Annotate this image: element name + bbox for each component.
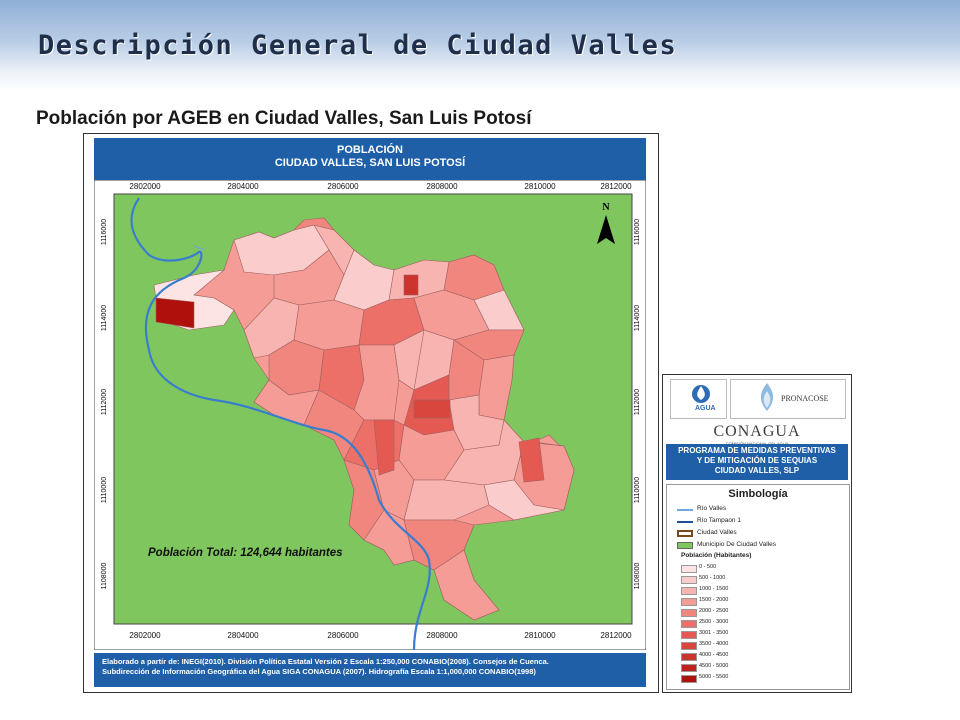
population-swatch	[681, 598, 697, 606]
map-header-line2: CIUDAD VALLES, SAN LUIS POTOSÍ	[274, 157, 466, 169]
y-tick-left: 1110000	[101, 477, 108, 503]
population-class-label: 3001 - 3500	[699, 630, 729, 636]
pronacose-text: PRONACOSE	[781, 394, 829, 403]
footer-line2: Subdirección de Información Geográfica d…	[102, 667, 536, 676]
y-tick-right: 1116000	[634, 219, 641, 245]
map-header: POBLACIÓN CIUDAD VALLES, SAN LUIS POTOSÍ	[94, 138, 646, 180]
population-swatch	[681, 620, 697, 628]
svg-text:N: N	[602, 202, 610, 213]
map-header-line1: POBLACIÓN	[337, 144, 403, 156]
conagua-logo-text: CONAGUA	[713, 423, 801, 440]
x-tick-top: 2808000	[426, 182, 458, 191]
population-class-label: 4000 - 4500	[699, 652, 729, 658]
footer-line1: Elaborado a partir de: INEGI(2010). Divi…	[102, 657, 549, 666]
x-tick-bottom: 2808000	[426, 631, 458, 640]
population-swatch	[681, 675, 697, 683]
logo-row: AGUA PRONACOSE	[668, 379, 846, 419]
legend-panel: AGUA PRONACOSE CONAGUA COMISIÓN NACIONAL…	[662, 374, 852, 693]
simbologia-title: Simbología	[728, 488, 788, 500]
program-title: PROGRAMA DE MEDIDAS PREVENTIVAS Y DE MIT…	[666, 444, 848, 480]
map-svg: 2802000 2804000 2806000 2808000 2810000 …	[93, 179, 647, 651]
x-tick-top: 2806000	[327, 182, 359, 191]
x-tick-bottom: 2810000	[524, 631, 556, 640]
x-tick-bottom: 2802000	[129, 631, 161, 640]
y-tick-right: 1112000	[634, 389, 641, 415]
y-tick-left: 1108000	[101, 563, 108, 590]
population-swatch	[681, 587, 697, 595]
population-class-label: 1000 - 1500	[699, 586, 729, 592]
simbologia-box: Simbología Río Valles Río Tampaon 1 Ciud…	[666, 484, 850, 690]
population-swatch	[681, 631, 697, 639]
population-heading: Población (Habitantes)	[681, 552, 752, 559]
y-tick-right: 1108000	[634, 563, 641, 590]
population-swatch	[681, 565, 697, 573]
y-tick-left: 1114000	[101, 305, 108, 331]
population-class-label: 3500 - 4000	[699, 641, 729, 647]
population-swatch	[681, 653, 697, 661]
title-banner	[0, 0, 960, 92]
map-footer: Elaborado a partir de: INEGI(2010). Divi…	[94, 653, 646, 687]
map-panel: POBLACIÓN CIUDAD VALLES, SAN LUIS POTOSÍ…	[83, 133, 659, 693]
slide-title: Descripción General de Ciudad Valles	[38, 30, 678, 61]
north-arrow: N	[597, 202, 615, 244]
population-class-label: 0 - 500	[699, 564, 717, 570]
y-tick-left: 1116000	[101, 219, 108, 245]
population-class-label: 1500 - 2000	[699, 597, 729, 603]
x-tick-top: 2810000	[524, 182, 556, 191]
population-total-label: Población Total: 124,644 habitantes	[148, 547, 343, 559]
y-tick-left: 1112000	[101, 389, 108, 415]
population-swatch	[681, 576, 697, 584]
river-line-icon	[677, 521, 693, 523]
rio-tributary	[193, 245, 205, 251]
x-tick-top: 2802000	[129, 182, 161, 191]
municipio-fill-icon	[677, 542, 693, 549]
population-swatch	[681, 609, 697, 617]
program-line1: PROGRAMA DE MEDIDAS PREVENTIVAS	[678, 446, 836, 455]
program-line2: Y DE MITIGACIÓN DE SEQUIAS	[696, 456, 818, 465]
city-outline-icon	[677, 530, 693, 537]
population-class-label: 2500 - 3000	[699, 619, 729, 625]
y-tick-right: 1110000	[634, 477, 641, 503]
river-line-icon	[677, 509, 693, 511]
y-tick-right: 1114000	[634, 305, 641, 331]
x-tick-bottom: 2804000	[227, 631, 259, 640]
x-tick-top: 2812000	[600, 182, 632, 191]
pronacose-logo: PRONACOSE	[730, 379, 846, 419]
map-area: 2802000 2804000 2806000 2808000 2810000 …	[93, 179, 647, 651]
agua-logo: AGUA	[670, 379, 727, 419]
population-class-label: 5000 - 5500	[699, 674, 729, 680]
svg-text:AGUA: AGUA	[695, 405, 716, 412]
population-class-label: 4500 - 5000	[699, 663, 729, 669]
conagua-subtitle: COMISIÓN NACIONAL DEL AGUA	[668, 441, 846, 446]
x-tick-top: 2804000	[227, 182, 259, 191]
slide-subtitle: Población por AGEB en Ciudad Valles, San…	[36, 108, 532, 129]
city-agebs	[153, 217, 575, 621]
population-class-label: 2000 - 2500	[699, 608, 729, 614]
population-class-label: 500 - 1000	[699, 575, 726, 581]
rio-valles	[130, 197, 431, 651]
population-swatch	[681, 642, 697, 650]
x-tick-bottom: 2806000	[327, 631, 359, 640]
x-tick-bottom: 2812000	[600, 631, 632, 640]
program-line3: CIUDAD VALLES, SLP	[714, 466, 800, 475]
population-swatch	[681, 664, 697, 672]
